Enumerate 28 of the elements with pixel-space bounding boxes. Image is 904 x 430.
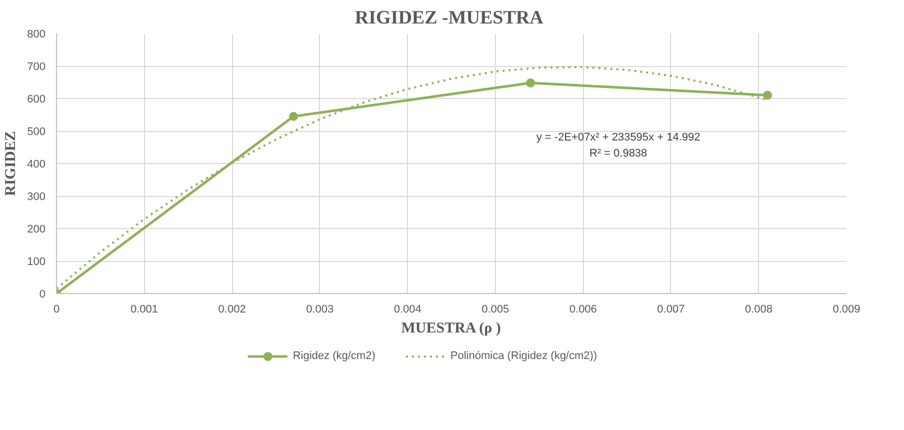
x-tick-label: 0.007: [657, 304, 685, 316]
y-tick-label: 100: [27, 256, 46, 268]
x-tick-label: 0.009: [832, 304, 860, 316]
point: [763, 90, 772, 100]
y-tick-label: 600: [27, 94, 46, 106]
y-tick-label: 0: [39, 288, 46, 300]
x-tick-label: 0: [53, 304, 60, 316]
y-tick-label: 300: [27, 191, 46, 203]
y-tick-label: 800: [27, 28, 46, 40]
y-tick-label: 200: [27, 224, 46, 236]
x-tick-label: 0.001: [130, 304, 158, 316]
x-axis-title: MUESTRA (ρ ): [401, 320, 501, 336]
x-tick-label: 0.004: [394, 304, 422, 316]
x-tick-label: 0.002: [218, 304, 246, 316]
legend-label: Polinómica (Rigidez (kg/cm2)): [450, 350, 598, 362]
annotation: y = -2E+07x² + 233595x + 14.992 R² = 0.9838: [536, 132, 700, 160]
point: [526, 78, 535, 88]
y-tick-label: 500: [27, 126, 46, 138]
x-tick-label: 0.006: [569, 304, 597, 316]
x-tick-label: 0.003: [306, 304, 334, 316]
x-tick-label: 0.008: [744, 304, 772, 316]
point: [289, 112, 298, 121]
y-tick-label: 400: [27, 158, 46, 170]
y-tick-label: 700: [27, 61, 46, 73]
chart-title: RIGIDEZ -MUESTRA: [354, 8, 544, 28]
x-tick-label: 0.005: [482, 304, 510, 316]
legend-label: Rigidez (kg/cm2): [292, 350, 376, 362]
y-axis-title: RIGIDEZ: [3, 130, 20, 196]
